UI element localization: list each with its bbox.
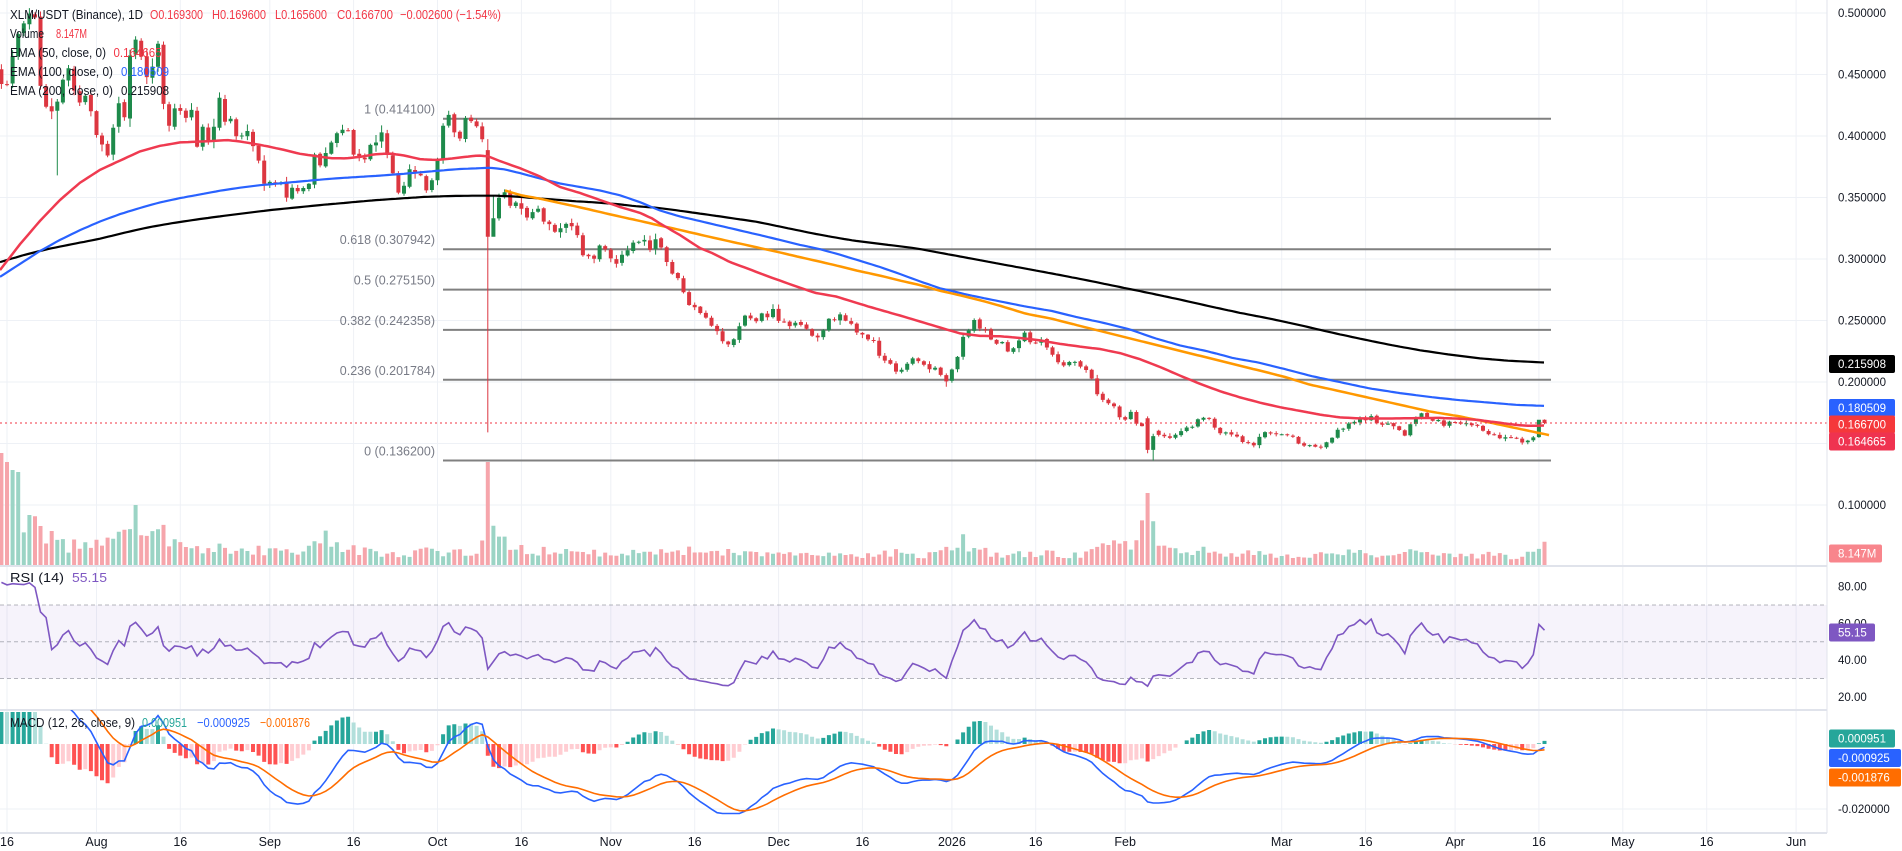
svg-text:H0.169600: H0.169600: [212, 7, 266, 22]
svg-text:0.350000: 0.350000: [1838, 193, 1886, 205]
svg-text:0.250000: 0.250000: [1838, 316, 1886, 328]
svg-text:0.180509: 0.180509: [121, 64, 169, 79]
svg-text:EMA (50, close, 0): EMA (50, close, 0): [10, 45, 106, 60]
svg-text:1 (0.414100): 1 (0.414100): [364, 103, 435, 117]
svg-text:8.147M: 8.147M: [56, 26, 87, 41]
svg-text:0.164665: 0.164665: [114, 45, 162, 60]
svg-text:0.400000: 0.400000: [1838, 131, 1886, 143]
svg-text:0.382 (0.242358): 0.382 (0.242358): [340, 314, 435, 328]
svg-text:Jun: Jun: [1786, 835, 1806, 849]
svg-text:Volume: Volume: [10, 26, 44, 41]
svg-text:40.00: 40.00: [1838, 655, 1867, 667]
svg-text:16: 16: [347, 835, 361, 849]
svg-text:O0.169300: O0.169300: [150, 7, 203, 22]
svg-text:0.5 (0.275150): 0.5 (0.275150): [354, 274, 435, 288]
svg-text:0.166700: 0.166700: [1838, 420, 1886, 432]
svg-text:0.000951: 0.000951: [1838, 734, 1886, 746]
svg-text:16: 16: [1532, 835, 1546, 849]
svg-text:0 (0.136200): 0 (0.136200): [364, 445, 435, 459]
svg-text:Oct: Oct: [428, 835, 448, 849]
svg-text:0.100000: 0.100000: [1838, 500, 1886, 512]
svg-text:EMA (200, close, 0): EMA (200, close, 0): [10, 83, 113, 98]
svg-text:16: 16: [1359, 835, 1373, 849]
svg-text:55.15: 55.15: [1838, 628, 1867, 640]
svg-text:0.618 (0.307942): 0.618 (0.307942): [340, 233, 435, 247]
svg-text:−0.002600 (−1.54%): −0.002600 (−1.54%): [400, 7, 501, 22]
svg-text:-0.000925: -0.000925: [1838, 753, 1890, 765]
svg-text:16: 16: [688, 835, 702, 849]
svg-text:−0.001876: −0.001876: [260, 715, 310, 730]
svg-text:0.215908: 0.215908: [121, 83, 169, 98]
svg-text:16: 16: [514, 835, 528, 849]
svg-text:Feb: Feb: [1114, 835, 1136, 849]
svg-text:EMA (100, close, 0): EMA (100, close, 0): [10, 64, 113, 79]
svg-text:0.215908: 0.215908: [1838, 359, 1886, 371]
svg-text:0.000951: 0.000951: [142, 715, 187, 730]
svg-text:Mar: Mar: [1271, 835, 1293, 849]
svg-text:Sep: Sep: [259, 835, 281, 849]
svg-text:L0.165600: L0.165600: [275, 7, 327, 22]
svg-text:8.147M: 8.147M: [1838, 549, 1876, 561]
svg-text:May: May: [1611, 835, 1635, 849]
svg-text:Nov: Nov: [600, 835, 623, 849]
svg-text:16: 16: [1700, 835, 1714, 849]
svg-text:MACD (12, 26, close, 9): MACD (12, 26, close, 9): [10, 715, 135, 730]
svg-text:20.00: 20.00: [1838, 692, 1867, 704]
svg-text:C0.166700: C0.166700: [337, 7, 393, 22]
svg-text:0.450000: 0.450000: [1838, 70, 1886, 82]
svg-text:16: 16: [0, 835, 14, 849]
svg-text:-0.001876: -0.001876: [1838, 773, 1890, 785]
svg-text:55.15: 55.15: [72, 570, 107, 585]
svg-text:0.236 (0.201784): 0.236 (0.201784): [340, 364, 435, 378]
svg-text:16: 16: [1029, 835, 1043, 849]
svg-text:2026: 2026: [938, 835, 966, 849]
svg-text:Aug: Aug: [85, 835, 107, 849]
svg-text:Dec: Dec: [767, 835, 789, 849]
svg-text:XLM/USDT (Binance), 1D: XLM/USDT (Binance), 1D: [10, 7, 143, 22]
svg-text:0.164665: 0.164665: [1838, 437, 1886, 449]
svg-text:0.180509: 0.180509: [1838, 403, 1886, 415]
svg-text:Apr: Apr: [1445, 835, 1464, 849]
svg-text:16: 16: [173, 835, 187, 849]
svg-text:RSI (14): RSI (14): [10, 570, 64, 585]
svg-text:−0.000925: −0.000925: [197, 715, 250, 730]
svg-text:0.200000: 0.200000: [1838, 377, 1886, 389]
svg-text:0.500000: 0.500000: [1838, 8, 1886, 20]
svg-text:0.300000: 0.300000: [1838, 254, 1886, 266]
svg-text:-0.020000: -0.020000: [1838, 804, 1890, 816]
svg-text:80.00: 80.00: [1838, 582, 1867, 594]
svg-text:16: 16: [855, 835, 869, 849]
